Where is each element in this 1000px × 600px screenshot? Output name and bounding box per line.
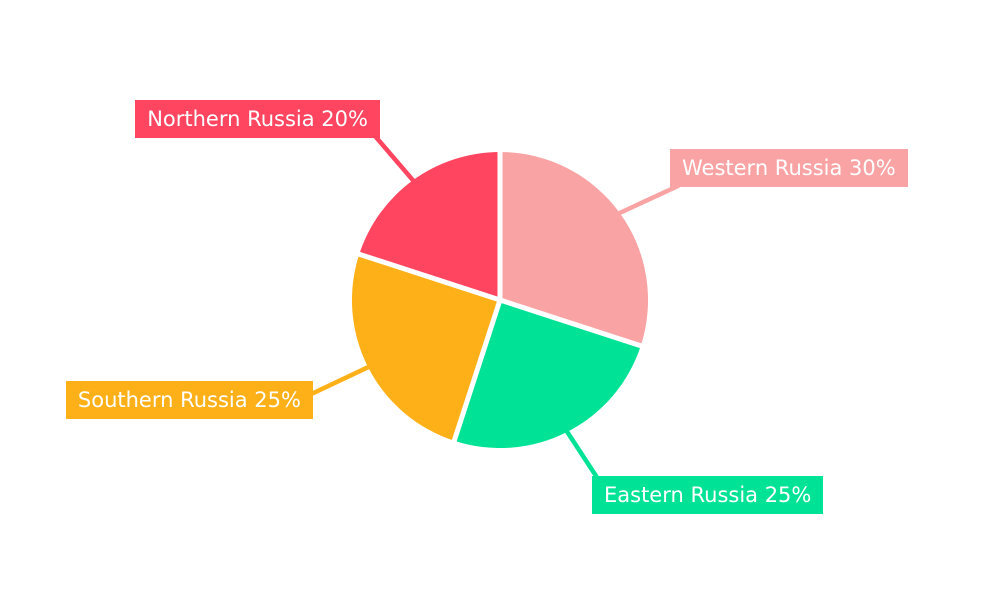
slice-separator xyxy=(356,251,501,303)
callout-label-eastern: Eastern Russia 25% xyxy=(592,476,824,514)
leader-line-western xyxy=(617,183,681,216)
pie-slice-southern[interactable] xyxy=(351,254,500,441)
callout-label-northern: Northern Russia 20% xyxy=(135,100,380,138)
callout-label-western: Western Russia 30% xyxy=(670,149,908,187)
slice-separator xyxy=(499,297,644,349)
slice-separator xyxy=(451,299,503,444)
leader-line-southern xyxy=(302,364,371,400)
leader-line-eastern xyxy=(564,429,603,485)
pie-slice-eastern[interactable] xyxy=(454,300,641,449)
leader-line-northern xyxy=(372,133,416,183)
pie-slice-western[interactable] xyxy=(500,152,649,346)
callout-label-southern: Southern Russia 25% xyxy=(65,381,313,419)
pie-slice-northern[interactable] xyxy=(359,151,500,300)
